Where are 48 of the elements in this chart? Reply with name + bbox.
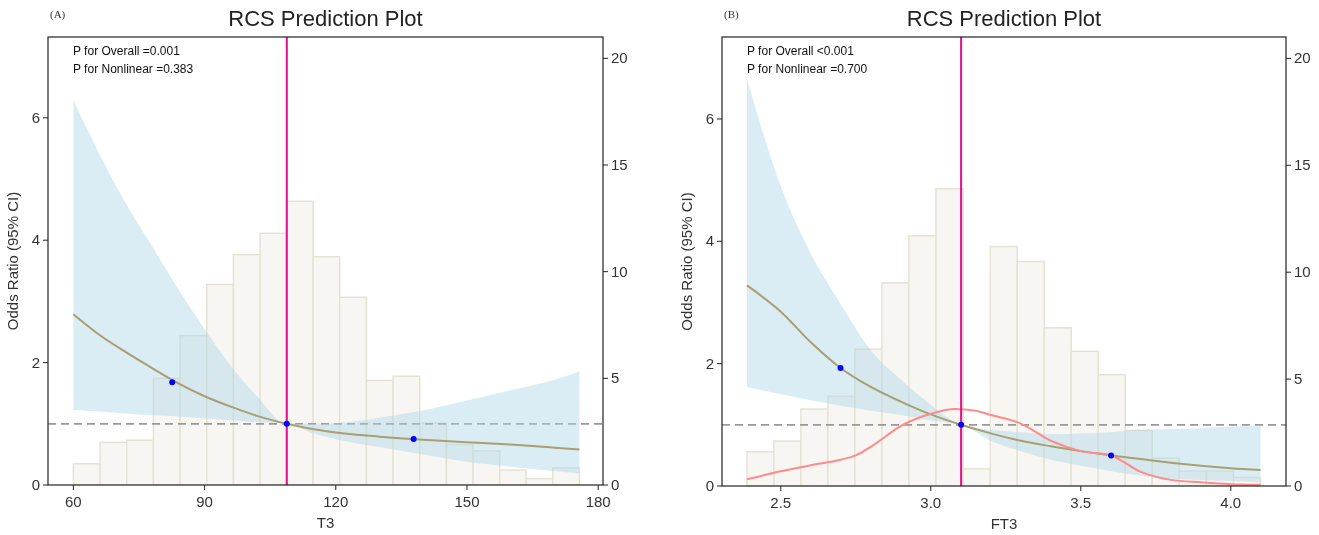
point bbox=[958, 421, 965, 428]
y2-tick-label: 15 bbox=[611, 156, 628, 173]
x-tick-label: 60 bbox=[65, 493, 82, 510]
x-tick-label: 4.0 bbox=[1220, 494, 1242, 511]
x-tick-label: 120 bbox=[323, 493, 349, 510]
line-series bbox=[72, 313, 581, 451]
line-series bbox=[745, 407, 1262, 486]
annotation: P for Nonlinear =0.700 bbox=[747, 62, 868, 76]
x-axis-title: T3 bbox=[316, 514, 335, 531]
y2-tick-label: 5 bbox=[1294, 370, 1303, 388]
point bbox=[1108, 452, 1115, 459]
y-tick-label: 0 bbox=[31, 476, 40, 493]
point bbox=[169, 379, 176, 386]
point bbox=[837, 364, 844, 371]
y2-tick-label: 5 bbox=[611, 369, 620, 387]
chart-title: RCS Prediction Plot bbox=[906, 6, 1102, 31]
x-tick-label: 150 bbox=[454, 493, 480, 510]
y-tick-label: 2 bbox=[31, 353, 40, 371]
annotation: P for Nonlinear =0.383 bbox=[73, 62, 194, 76]
y2-tick-label: 20 bbox=[1294, 49, 1311, 67]
chart-title: RCS Prediction Plot bbox=[228, 6, 423, 31]
y2-tick-label: 0 bbox=[1294, 477, 1303, 494]
y-tick-label: 4 bbox=[705, 232, 714, 250]
y-axis-title: Odds Ratio (95% CI) bbox=[678, 192, 695, 331]
y-tick-label: 4 bbox=[31, 231, 40, 249]
y-tick-label: 6 bbox=[31, 108, 40, 126]
x-tick-label: 3.5 bbox=[1070, 494, 1092, 511]
y-tick-label: 6 bbox=[705, 109, 714, 127]
x-tick-label: 2.5 bbox=[770, 494, 792, 511]
y-tick-label: 2 bbox=[705, 354, 714, 372]
x-axis-title: FT3 bbox=[990, 515, 1018, 532]
point bbox=[283, 420, 290, 427]
text: (A) bbox=[50, 8, 66, 21]
annotation: P for Overall =0.001 bbox=[73, 44, 181, 58]
y-axis-title: Odds Ratio (95% CI) bbox=[4, 191, 21, 331]
y2-tick-label: 0 bbox=[611, 476, 620, 493]
annotation: P for Overall <0.001 bbox=[747, 44, 855, 58]
y-tick-label: 0 bbox=[705, 477, 714, 494]
x-tick-label: 180 bbox=[585, 493, 611, 510]
y2-tick-label: 15 bbox=[1294, 156, 1311, 174]
line-series bbox=[745, 284, 1262, 472]
point bbox=[410, 436, 417, 443]
y2-tick-label: 20 bbox=[611, 49, 628, 67]
x-tick-label: 3.0 bbox=[920, 494, 942, 511]
text: (B) bbox=[724, 8, 739, 21]
y2-tick-label: 10 bbox=[1294, 263, 1311, 281]
x-tick-label: 90 bbox=[196, 493, 213, 510]
y2-tick-label: 10 bbox=[611, 262, 628, 280]
